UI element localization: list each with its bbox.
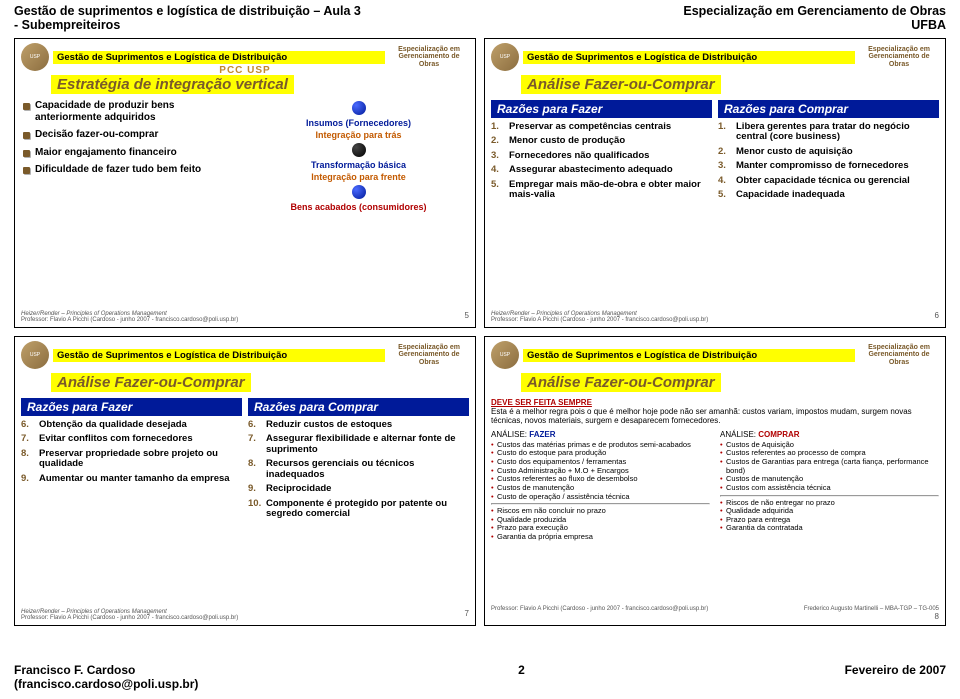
comprar-risks: Riscos de não entregar no prazo Qualidad…	[720, 499, 939, 534]
diagram-node: Integração para frente	[311, 172, 406, 182]
list-item: Recursos gerenciais ou técnicos inadequa…	[248, 459, 469, 480]
fazer-list: Preservar as competências centrais Menor…	[491, 122, 712, 201]
list-item: Garantia da contratada	[720, 524, 939, 533]
slide-title: Análise Fazer-ou-Comprar	[521, 75, 721, 94]
professor-label: Professor: Flavio A Picchi (Cardoso - ju…	[491, 317, 708, 323]
slide-title: Análise Fazer-ou-Comprar	[51, 373, 251, 392]
footer-author: Francisco F. Cardoso (francisco.cardoso@…	[14, 663, 198, 691]
node-dot-icon	[352, 185, 366, 199]
spec-label: Especialização em Gerenciamento de Obras	[859, 344, 939, 366]
slide-title: Estratégia de integração vertical	[51, 75, 294, 94]
diagram-node: Insumos (Fornecedores)	[306, 118, 411, 128]
intro-text: Esta é a melhor regra pois o que é melho…	[491, 407, 939, 425]
shield-icon: USP	[491, 43, 519, 71]
professor-label: Professor: Flavio A Picchi (Cardoso - ju…	[21, 317, 238, 323]
list-item: Assegurar flexibilidade e alternar fonte…	[248, 434, 469, 455]
slides-grid: USP Gestão de Suprimentos e Logística de…	[0, 34, 960, 628]
bullet-list: Capacidade de produzir bens anteriorment…	[21, 100, 242, 176]
course-label: Gestão de Suprimentos e Logística de Dis…	[53, 349, 385, 362]
analise-comprar-header: ANÁLISE:	[720, 430, 758, 439]
list-item: Preservar propriedade sobre projeto ou q…	[21, 449, 242, 470]
list-item: Preservar as competências centrais	[491, 122, 712, 132]
slide-3: USP Gestão de Suprimentos e Logística de…	[14, 336, 476, 626]
comprar-list: Libera gerentes para tratar do negócio c…	[718, 122, 939, 201]
slide-number: 8	[804, 612, 939, 621]
slide-number: 5	[465, 311, 469, 323]
comprar-label: COMPRAR	[758, 430, 799, 439]
list-item: Menor custo de produção	[491, 136, 712, 146]
spec-label: Especialização em Gerenciamento de Obras	[389, 344, 469, 366]
list-item: Dificuldade de fazer tudo bem feito	[21, 164, 242, 176]
fazer-column: ANÁLISE: FAZER Custos das matérias prima…	[491, 430, 710, 542]
node-dot-icon	[352, 143, 366, 157]
course-label: Gestão de Suprimentos e Logística de Dis…	[523, 349, 855, 362]
list-item: Capacidade de produzir bens anteriorment…	[21, 100, 242, 123]
list-item: Obtenção da qualidade desejada	[21, 420, 242, 430]
vertical-integration-diagram: Insumos (Fornecedores) Integração para t…	[248, 100, 469, 212]
footer-date: Fevereiro de 2007	[845, 663, 946, 691]
analise-fazer-header: ANÁLISE:	[491, 430, 529, 439]
slide-1: USP Gestão de Suprimentos e Logística de…	[14, 38, 476, 328]
comprar-list: Reduzir custos de estoques Assegurar fle…	[248, 420, 469, 520]
fazer-list: Obtenção da qualidade desejada Evitar co…	[21, 420, 242, 484]
shield-icon: USP	[21, 43, 49, 71]
author-label: Frederico Augusto Martinelli – MBA-TGP –…	[804, 606, 939, 612]
spec-label: Especialização em Gerenciamento de Obras	[389, 46, 469, 68]
list-item: Aumentar ou manter tamanho da empresa	[21, 474, 242, 484]
list-item: Reduzir custos de estoques	[248, 420, 469, 430]
list-item: Garantia da própria empresa	[491, 533, 710, 542]
list-item: Maior engajamento financeiro	[21, 147, 242, 159]
list-item: Assegurar abastecimento adequado	[491, 165, 712, 175]
list-item: Fornecedores não qualificados	[491, 151, 712, 161]
list-item: Capacidade inadequada	[718, 190, 939, 200]
diagram-node: Integração para trás	[315, 130, 401, 140]
professor-label: Professor: Flavio A Picchi (Cardoso - ju…	[21, 615, 238, 621]
slide-number: 6	[935, 311, 939, 323]
fazer-label: FAZER	[529, 430, 555, 439]
header-right: Especialização em Gerenciamento de Obras…	[683, 4, 946, 32]
shield-icon: USP	[21, 341, 49, 369]
column-header-comprar: Razões para Comprar	[718, 100, 939, 118]
comprar-costs: Custos de Aquisição Custos referentes ao…	[720, 441, 939, 493]
page-footer: Francisco F. Cardoso (francisco.cardoso@…	[14, 663, 946, 691]
list-item: Libera gerentes para tratar do negócio c…	[718, 122, 939, 143]
comprar-column: ANÁLISE: COMPRAR Custos de Aquisição Cus…	[720, 430, 939, 542]
fazer-costs: Custos das matérias primas e de produtos…	[491, 441, 710, 501]
professor-label: Professor: Flavio A Picchi (Cardoso - ju…	[491, 606, 708, 621]
list-item: Custos de Garantias para entrega (carta …	[720, 458, 939, 475]
list-item: Componente é protegido por patente ou se…	[248, 499, 469, 520]
spec-label: Especialização em Gerenciamento de Obras	[859, 46, 939, 68]
slide-title: Análise Fazer-ou-Comprar	[521, 373, 721, 392]
page-header: Gestão de suprimentos e logística de dis…	[0, 0, 960, 34]
footer-pagenum: 2	[518, 663, 525, 691]
fazer-risks: Riscos em não concluir no prazo Qualidad…	[491, 507, 710, 542]
pcc-usp-label: PCC USP	[219, 65, 270, 76]
diagram-node: Bens acabados (consumidores)	[290, 202, 426, 212]
shield-icon: USP	[491, 341, 519, 369]
list-item: Menor custo de aquisição	[718, 147, 939, 157]
list-item: Custos com assistência técnica	[720, 484, 939, 493]
header-left: Gestão de suprimentos e logística de dis…	[14, 4, 361, 32]
slide-2: USP Gestão de Suprimentos e Logística de…	[484, 38, 946, 328]
list-item: Obter capacidade técnica ou gerencial	[718, 176, 939, 186]
list-item: Evitar conflitos com fornecedores	[21, 434, 242, 444]
column-header-comprar: Razões para Comprar	[248, 398, 469, 416]
list-item: Manter compromisso de fornecedores	[718, 161, 939, 171]
list-item: Decisão fazer-ou-comprar	[21, 129, 242, 141]
slide-number: 7	[465, 609, 469, 621]
course-label: Gestão de Suprimentos e Logística de Dis…	[523, 51, 855, 64]
lead-text: DEVE SER FEITA SEMPRE	[491, 398, 592, 407]
slide-4: USP Gestão de Suprimentos e Logística de…	[484, 336, 946, 626]
node-dot-icon	[352, 101, 366, 115]
course-label: Gestão de Suprimentos e Logística de Dis…	[53, 51, 385, 64]
list-item: Reciprocidade	[248, 484, 469, 494]
list-item: Custo de operação / assistência técnica	[491, 493, 710, 502]
list-item: Empregar mais mão-de-obra e obter maior …	[491, 180, 712, 201]
column-header-fazer: Razões para Fazer	[21, 398, 242, 416]
column-header-fazer: Razões para Fazer	[491, 100, 712, 118]
diagram-node: Transformação básica	[311, 160, 406, 170]
